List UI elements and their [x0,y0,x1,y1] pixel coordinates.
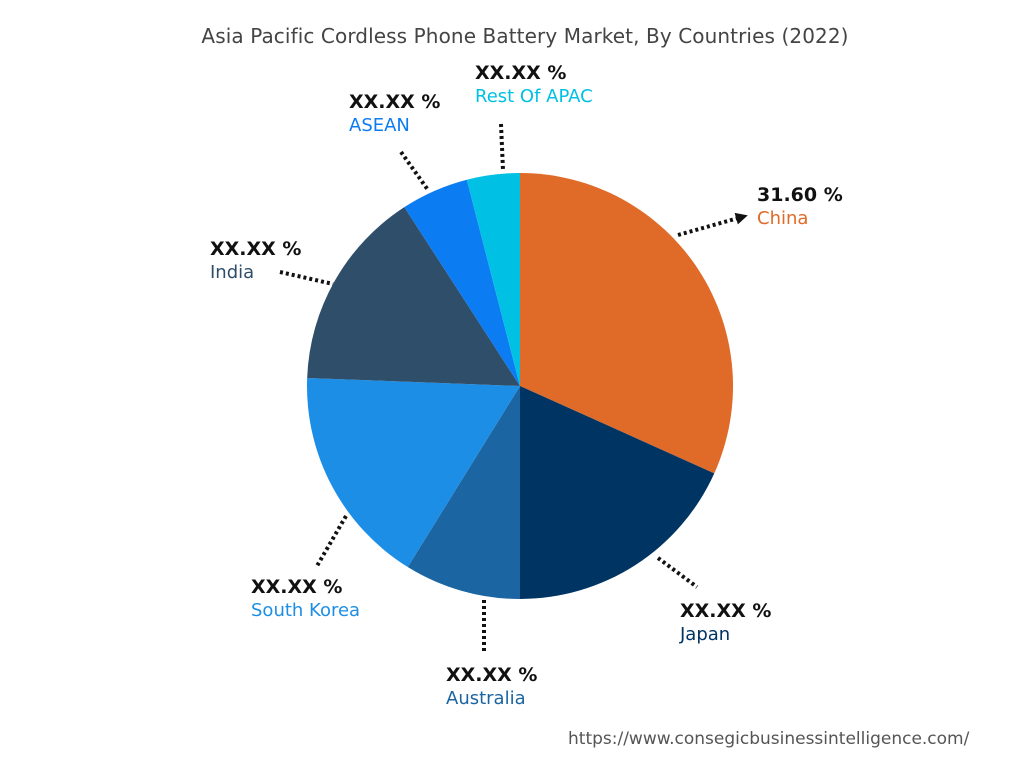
leader-line-china [677,215,743,237]
slice-name-south-korea: South Korea [251,600,361,621]
slice-name-china: China [757,208,809,229]
slice-value-japan: XX.XX % [680,600,772,622]
slice-value-china: 31.60 % [757,184,843,206]
slice-name-asean: ASEAN [349,115,410,136]
leader-line-rest-of-apac [499,123,505,171]
pie-slice-south-korea [306,377,520,568]
leader-line-asean [399,150,430,192]
slice-label-south-korea: XX.XX % South Korea [251,575,360,623]
slice-value-south-korea: XX.XX % [251,576,343,598]
pie-slice-japan [520,386,715,599]
slice-name-japan: Japan [680,624,731,645]
slice-label-rest-of-apac: XX.XX % Rest Of APAC [475,61,593,109]
chart-title: Asia Pacific Cordless Phone Battery Mark… [201,24,849,48]
slice-value-india: XX.XX % [210,238,302,260]
pie-slice-rest-of-apac [466,173,520,386]
leader-arrow-china [734,212,748,225]
source-url[interactable]: https://www.consegicbusinessintelligence… [568,729,970,749]
slice-label-japan: XX.XX % Japan [680,599,771,647]
slice-label-india: XX.XX % India [210,237,301,285]
slice-name-india: India [210,262,255,283]
slice-value-asean: XX.XX % [349,91,441,113]
slice-value-australia: XX.XX % [446,664,538,686]
slice-label-china: 31.60 % China [757,183,843,231]
pie-slice-asean [404,179,520,386]
slice-value-rest-of-apac: XX.XX % [475,62,567,84]
leader-line-south-korea [315,514,348,568]
slice-label-asean: XX.XX % ASEAN [349,90,440,138]
slice-name-australia: Australia [446,688,526,709]
leader-line-japan [656,556,699,589]
pie-slice-china [520,173,734,474]
slice-name-rest-of-apac: Rest Of APAC [475,86,593,107]
slice-label-australia: XX.XX % Australia [446,663,537,711]
pie-slice-india [307,207,520,386]
pie-slice-australia [407,386,520,599]
